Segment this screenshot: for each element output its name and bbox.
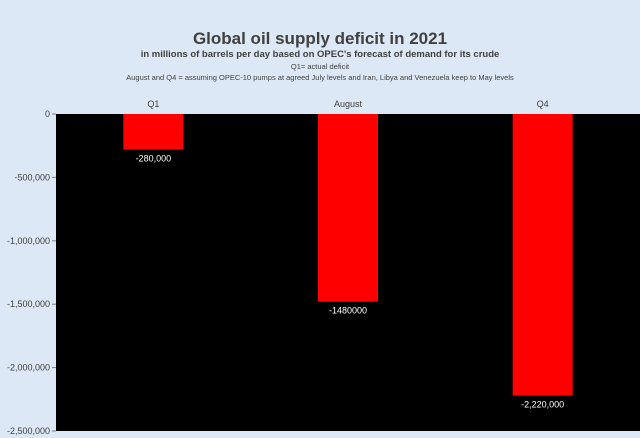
category-label-q4: Q4 (537, 99, 549, 109)
data-label-q4: -2,220,000 (521, 399, 564, 409)
y-tick-label: -500,000 (14, 172, 50, 182)
y-tick-label: 0 (45, 109, 50, 119)
chart-note-1: Q1= actual deficit (291, 62, 350, 71)
data-label-q1: -280,000 (136, 154, 172, 164)
y-axis: 0 -500,000 -1,000,000 -1,500,000 -2,000,000 -… (7, 109, 56, 436)
y-tick-label: -1,500,000 (7, 299, 50, 309)
category-axis: Q1 August Q4 (147, 99, 548, 109)
chart-subtitle: in millions of barrels per day based on … (141, 49, 500, 60)
category-label-august: August (334, 99, 363, 109)
bars: -280,000 -1480000 -2,220,000 (123, 114, 573, 409)
bar-q4 (512, 114, 573, 396)
chart-note-2: August and Q4 = assuming OPEC-10 pumps a… (126, 73, 514, 82)
y-tick-label: -2,500,000 (7, 426, 50, 436)
data-label-august: -1480000 (329, 306, 367, 316)
y-tick-label: -2,000,000 (7, 363, 50, 373)
bar-q1 (123, 114, 184, 150)
bar-august (318, 114, 378, 302)
chart-title: Global oil supply deficit in 2021 (193, 29, 447, 48)
y-tick-label: -1,000,000 (7, 236, 50, 246)
category-label-q1: Q1 (147, 99, 159, 109)
